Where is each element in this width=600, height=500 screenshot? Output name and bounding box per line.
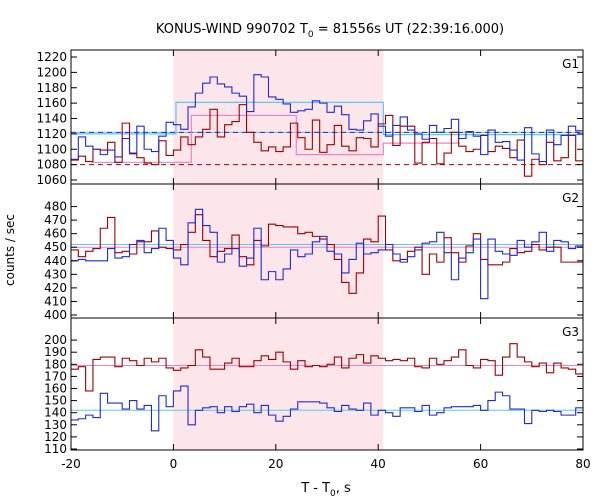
panel-g3-ytick-label: 110 [44,442,67,456]
panel-g2-ytick-label: 440 [44,254,67,268]
shaded-interval [173,50,384,450]
panel-g3-frame [70,317,584,451]
panel-g3-label: G3 [562,325,579,339]
panel-g2-ytick-label: 480 [44,200,67,214]
panel-g2-blue-series [71,208,583,300]
panel-g3-ytick-label: 150 [44,394,67,408]
panel-g3-ytick-label: 200 [44,333,67,347]
panel-g1-red-series [71,104,583,177]
panel-g2-ytick-label: 450 [44,240,67,254]
xtick-label: 20 [268,457,283,471]
panel-g1-ytick-label: 1180 [36,81,67,95]
xtick-label: 40 [371,457,386,471]
panel-g3-ytick-label: 180 [44,357,67,371]
panel-g1-ytick-label: 1160 [36,96,67,110]
panel-g3-ytick-label: 160 [44,382,67,396]
panel-g1-ytick-label: 1140 [36,112,67,126]
panel-g1-label: G1 [562,57,579,71]
panel-g3-ytick-label: 190 [44,345,67,359]
x-axis-label: T - T0, s [300,481,351,499]
panel-g1-red-bayesian-blocks [91,114,461,163]
panel-g1-ytick-label: 1120 [36,127,67,141]
panel-g1-ytick-label: 1200 [36,65,67,79]
panel-g3-ytick-label: 140 [44,406,67,420]
panel-g2-ytick-label: 460 [44,227,67,241]
y-axis-label: counts / sec [3,214,17,286]
xtick-label: -20 [61,457,81,471]
panel-g1-ytick-label: 1080 [36,158,67,172]
panel-g1-ytick-label: 1220 [36,50,67,64]
chart-title: KONUS-WIND 990702 T0 = 81556s UT (22:39:… [156,22,504,40]
panel-g2-ytick-label: 430 [44,267,67,281]
panel-g2-ytick-label: 400 [44,308,67,322]
panel-g2-label: G2 [562,191,579,205]
panel-g1-ytick-label: 1100 [36,142,67,156]
xtick-label: 0 [170,457,178,471]
panel-g1-ytick-label: 1060 [36,173,67,187]
panel-g2-ytick-label: 410 [44,294,67,308]
panel-g3-ytick-label: 130 [44,418,67,432]
panel-g3-ytick-label: 120 [44,430,67,444]
panel-g2-ytick-label: 470 [44,213,67,227]
xtick-label: 80 [575,457,590,471]
panel-g3-ytick-label: 170 [44,369,67,383]
panel-g1-blue-series [71,74,583,163]
xtick-label: 60 [473,457,488,471]
panel-g3-blue-series [71,385,583,432]
panel-g2-ytick-label: 420 [44,281,67,295]
panel-g1-blue-bayesian-blocks [71,101,583,136]
panel-g3-red-series [71,343,583,392]
